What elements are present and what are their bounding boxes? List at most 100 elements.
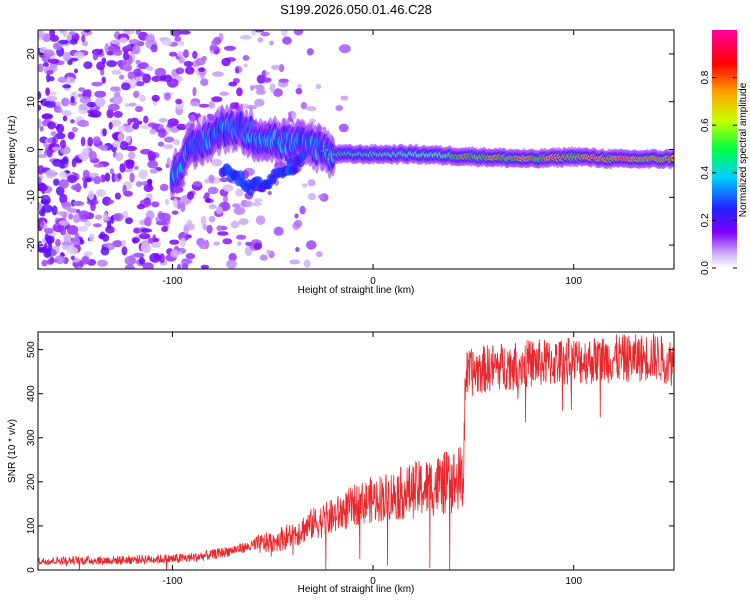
spectrogram-cell [67, 208, 79, 213]
spectrogram-cell [97, 145, 105, 150]
spectrogram-cell [140, 243, 152, 254]
spectrogram-cell [175, 98, 183, 105]
spectrogram-cell [88, 233, 95, 242]
spectrogram-cell [93, 163, 104, 168]
spectrogram-cell [46, 73, 51, 83]
spectrogram-cell [133, 68, 143, 77]
spectrogram-cell [121, 82, 131, 91]
spectrogram-cell [172, 198, 178, 208]
spectrogram-cell [243, 63, 248, 68]
spectrogram-cell [38, 202, 43, 211]
y-tick-label: -10 [26, 190, 37, 205]
spectrogram-cell [71, 237, 81, 246]
spectrogram-cell [178, 57, 186, 64]
spectrogram-cell [98, 233, 106, 240]
spectrogram-cell [151, 94, 160, 102]
spectrogram-cell [135, 59, 141, 65]
snr-x-label: Height of straight line (km) [298, 584, 415, 595]
spectrogram-cell [82, 169, 90, 179]
spectrogram-cell [164, 92, 171, 101]
spectrogram-cell [108, 103, 120, 112]
spectrogram-cell [62, 115, 68, 122]
spectrogram-cell [67, 131, 75, 140]
spectrogram-cell [282, 36, 292, 45]
spectrogram-cell [315, 84, 322, 89]
spectrogram-cell [125, 217, 133, 225]
spectrogram-cell [281, 30, 288, 37]
spectrogram-cell [136, 203, 146, 210]
spectrogram-cell [161, 39, 173, 46]
spectrogram-cell [96, 189, 107, 197]
spectrogram-cell [149, 128, 157, 135]
spectrogram-y-label: Frequency (Hz) [7, 116, 18, 185]
spectrogram-cell [158, 128, 166, 133]
spectrogram-cell [78, 103, 90, 111]
spectrogram-cell [59, 171, 67, 179]
spectrogram-cell [170, 30, 182, 37]
spectrogram-cell [107, 199, 115, 204]
spectrogram-cell [254, 98, 265, 107]
spectrogram-cell [66, 34, 72, 43]
spectrogram-cell [192, 50, 198, 59]
spectrogram-cell [135, 76, 143, 81]
spectrogram-cell [166, 157, 171, 166]
spectrogram-cell [53, 178, 60, 186]
spectrogram-cell [124, 255, 137, 266]
spectrogram-cell [140, 228, 153, 233]
spectrogram-cell [83, 30, 91, 33]
spectrogram-cell [123, 30, 135, 35]
spectrogram-cell [306, 106, 317, 112]
spectrogram-cell [71, 158, 77, 168]
spectrogram-cell [233, 206, 246, 215]
spectrogram-cell [182, 262, 189, 269]
spectrogram-cell [81, 41, 89, 47]
spectrogram-cell [213, 241, 221, 246]
spectrogram-cell [273, 88, 283, 97]
spectrogram-cell [76, 265, 82, 269]
spectrogram-cell [58, 220, 70, 226]
spectrogram-cell [55, 101, 61, 107]
spectrogram-cell [208, 204, 217, 210]
spectrogram-cell [91, 81, 103, 87]
spectrogram-cell [44, 227, 54, 234]
spectrogram-cell [202, 224, 208, 230]
spectrogram-cell [42, 62, 49, 67]
spectrogram-cell [221, 57, 231, 67]
x-tick-label: -100 [162, 276, 182, 287]
spectrogram-cell [38, 165, 45, 175]
spectrogram-cell [88, 150, 97, 161]
spectrogram-cell [186, 191, 194, 200]
y-tick-label: 400 [26, 385, 37, 402]
spectrogram-x-label: Height of straight line (km) [298, 285, 415, 296]
spectrogram-cell [66, 246, 79, 255]
spectrogram-cell [209, 44, 218, 52]
spectrogram-cell [138, 256, 145, 265]
spectrogram-cell [208, 100, 216, 109]
spectrogram-cell [46, 235, 52, 245]
spectrogram-cell [61, 241, 73, 247]
spectrogram-cell [132, 44, 141, 55]
spectrogram-cell [171, 210, 179, 215]
spectrogram-cell [90, 201, 96, 212]
spectrogram-cell [256, 84, 265, 94]
spectrogram-cell [38, 118, 42, 129]
spectrogram-cell [237, 241, 242, 247]
spectrogram-cell [155, 220, 167, 226]
spectrogram-cell [78, 226, 88, 232]
spectrogram-cell [257, 37, 264, 43]
spectrogram-cell [222, 238, 233, 245]
spectrogram-cell [73, 51, 85, 59]
spectrogram-cell [55, 42, 62, 51]
colorbar-tick-label: 0.0 [700, 261, 711, 275]
spectrogram-cell [307, 193, 317, 201]
spectrogram-cell [108, 121, 113, 130]
spectrogram-cell [89, 110, 102, 118]
spectrogram-cell [69, 38, 78, 45]
spectrogram-cell [242, 55, 250, 61]
spectrogram-cell [238, 218, 249, 226]
spectrogram-cell [198, 103, 210, 108]
spectrogram-cell [128, 102, 137, 107]
spectrogram-cell [147, 237, 154, 244]
spectrogram-cell [303, 259, 311, 268]
spectrogram-cell [178, 40, 185, 46]
